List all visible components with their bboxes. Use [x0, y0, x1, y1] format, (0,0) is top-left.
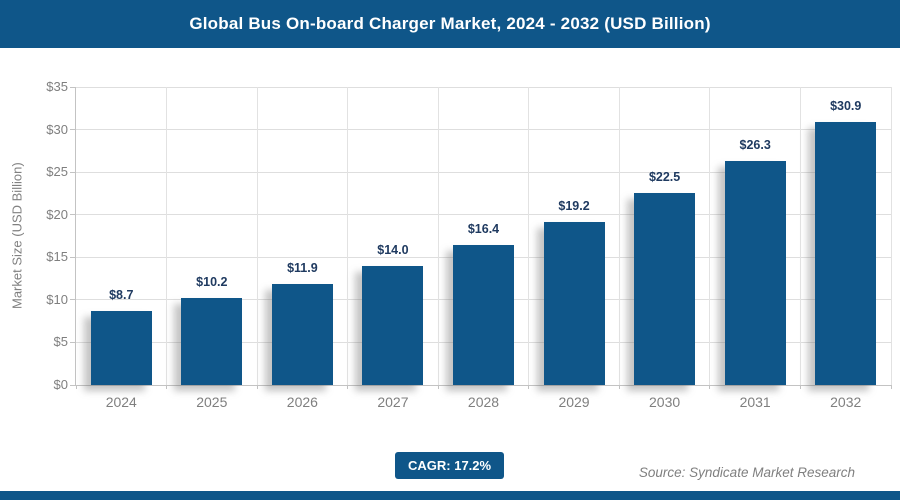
x-axis-label: 2028 [467, 394, 500, 410]
x-axis-tick [799, 385, 801, 389]
x-axis-tick [166, 385, 168, 389]
x-axis-label: 2030 [649, 394, 681, 410]
bar-2028 [453, 245, 514, 385]
y-axis-tick [70, 299, 76, 301]
y-tick-label: $0 [53, 377, 68, 392]
y-axis-tick [70, 256, 76, 258]
chart-title: Global Bus On-board Charger Market, 2024… [189, 14, 711, 33]
v-gridline [166, 87, 168, 385]
h-gridline [76, 129, 891, 131]
x-axis-label: 2025 [196, 394, 228, 410]
y-tick-label: $25 [46, 164, 68, 180]
x-axis-tick [75, 385, 77, 389]
y-axis-tick [70, 171, 76, 173]
bar-value-label: $19.2 [558, 198, 590, 213]
x-axis-tick [347, 385, 349, 389]
v-gridline [799, 87, 801, 385]
cagr-badge: CAGR: 17.2% [395, 452, 505, 479]
y-axis-tick [70, 214, 76, 216]
v-gridline [618, 87, 620, 385]
h-gridline [76, 86, 891, 88]
bar-2032 [815, 121, 877, 385]
bar-2025 [181, 298, 243, 385]
x-axis-tick [256, 385, 258, 389]
x-axis-label: 2029 [558, 394, 590, 410]
v-gridline [347, 87, 349, 385]
bar-value-label: $10.2 [196, 275, 228, 290]
y-tick-label: $15 [46, 249, 68, 265]
y-tick-label: $5 [53, 334, 68, 350]
bar-2030 [634, 193, 696, 385]
v-gridline [890, 87, 892, 385]
bar-value-label: $26.3 [739, 138, 771, 153]
v-gridline [437, 87, 439, 385]
y-axis-tick [70, 86, 76, 88]
bar-value-label: $22.5 [648, 170, 681, 185]
bar-2031 [724, 161, 786, 385]
x-axis-label: 2031 [739, 394, 771, 410]
x-axis-tick [437, 385, 439, 389]
x-axis-tick [528, 385, 530, 389]
y-axis-tick [70, 129, 76, 131]
chart-header-bar: Global Bus On-board Charger Market, 2024… [0, 0, 900, 48]
bar-value-label: $11.9 [287, 260, 318, 275]
x-axis-tick [709, 385, 711, 389]
x-axis-label: 2027 [377, 394, 409, 410]
bar-value-label: $16.4 [467, 222, 500, 237]
y-axis-tick [70, 384, 76, 386]
y-tick-label: $35 [46, 79, 68, 94]
y-tick-label: $10 [46, 291, 68, 307]
y-axis-tick [70, 341, 76, 343]
y-tick-label: $20 [46, 206, 68, 222]
y-tick-label: $30 [46, 121, 68, 137]
bottom-accent-strip [0, 491, 900, 500]
v-gridline [709, 87, 711, 385]
x-axis-label: 2032 [830, 394, 862, 410]
h-gridline [76, 171, 891, 173]
x-axis-tick [618, 385, 620, 389]
x-axis-tick [890, 385, 892, 389]
bar-value-label: $8.7 [109, 287, 134, 302]
v-gridline [256, 87, 258, 385]
bar-2026 [271, 283, 333, 385]
source-note: Source: Syndicate Market Research [638, 465, 855, 480]
bar-2029 [543, 221, 605, 385]
bar-2027 [362, 265, 424, 385]
h-gridline [76, 214, 891, 216]
plot-area: $0 $5 $10 $15 $20 $25 $30 $35 2024 $8.7 2025 $10.2 2… [46, 79, 892, 410]
bar-value-label: $30.9 [830, 98, 862, 113]
x-axis-label: 2024 [105, 394, 137, 410]
v-gridline [528, 87, 530, 385]
bar-2024 [90, 310, 152, 385]
bar-value-label: $14.0 [377, 242, 409, 257]
x-axis-label: 2026 [286, 394, 318, 410]
